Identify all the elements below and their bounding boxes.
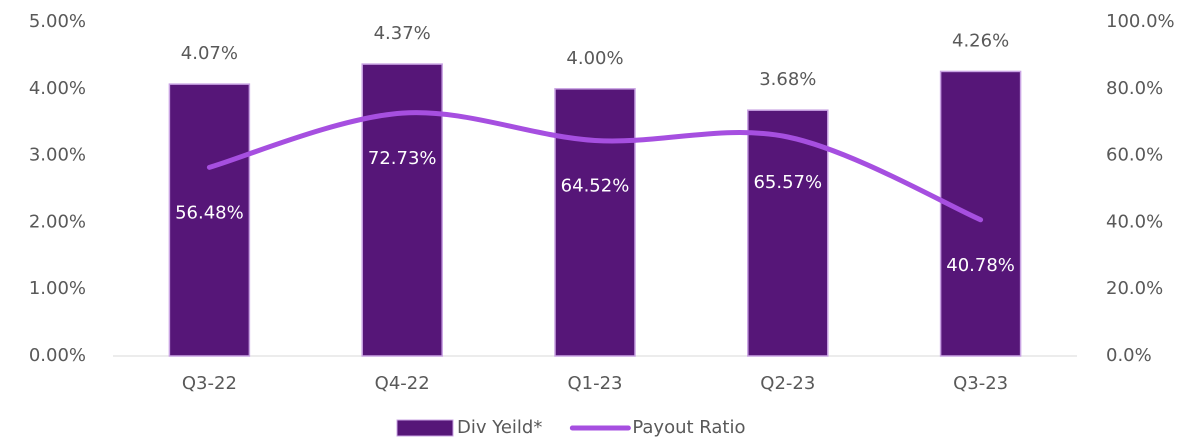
bar-value-label: 3.68% [759, 69, 816, 90]
line-value-label: 40.78% [946, 255, 1015, 276]
line-value-label: 65.57% [753, 172, 822, 193]
line [206, 110, 984, 223]
line-value-label: 72.73% [368, 148, 437, 169]
y2-tick-label: 60.0% [1106, 145, 1163, 166]
bar-value-label: 4.37% [374, 23, 431, 44]
y2-tick-label: 100.0% [1106, 11, 1175, 32]
y-tick-label: 1.00% [29, 278, 86, 299]
line-value-label: 56.48% [175, 202, 244, 223]
x-tick-label: Q3-22 [182, 373, 237, 394]
y2-tick-label: 40.0% [1106, 211, 1163, 232]
bar-value-label: 4.26% [952, 30, 1009, 51]
legend-label: Div Yeild* [457, 417, 542, 438]
line-value-label: 64.52% [561, 176, 630, 197]
bar [554, 88, 636, 357]
y-tick-label: 5.00% [29, 11, 86, 32]
y2-tick-label: 80.0% [1106, 78, 1163, 99]
bar [939, 70, 1022, 357]
x-tick-label: Q2-23 [760, 373, 815, 394]
y2-tick-label: 0.0% [1106, 345, 1152, 366]
bar [361, 63, 443, 357]
legend-label: Payout Ratio [632, 417, 745, 438]
x-tick-label: Q1-23 [567, 373, 622, 394]
legend-swatch [396, 419, 454, 437]
y-tick-label: 4.00% [29, 78, 86, 99]
y-tick-label: 2.00% [29, 211, 86, 232]
bar-value-label: 4.07% [181, 43, 238, 64]
bar [747, 109, 829, 357]
y-tick-label: 3.00% [29, 145, 86, 166]
bar [168, 83, 251, 357]
x-tick-label: Q4-22 [375, 373, 430, 394]
y-tick-label: 0.00% [29, 345, 86, 366]
y2-tick-label: 20.0% [1106, 278, 1163, 299]
x-tick-label: Q3-23 [953, 373, 1008, 394]
bar-value-label: 4.00% [566, 48, 623, 69]
